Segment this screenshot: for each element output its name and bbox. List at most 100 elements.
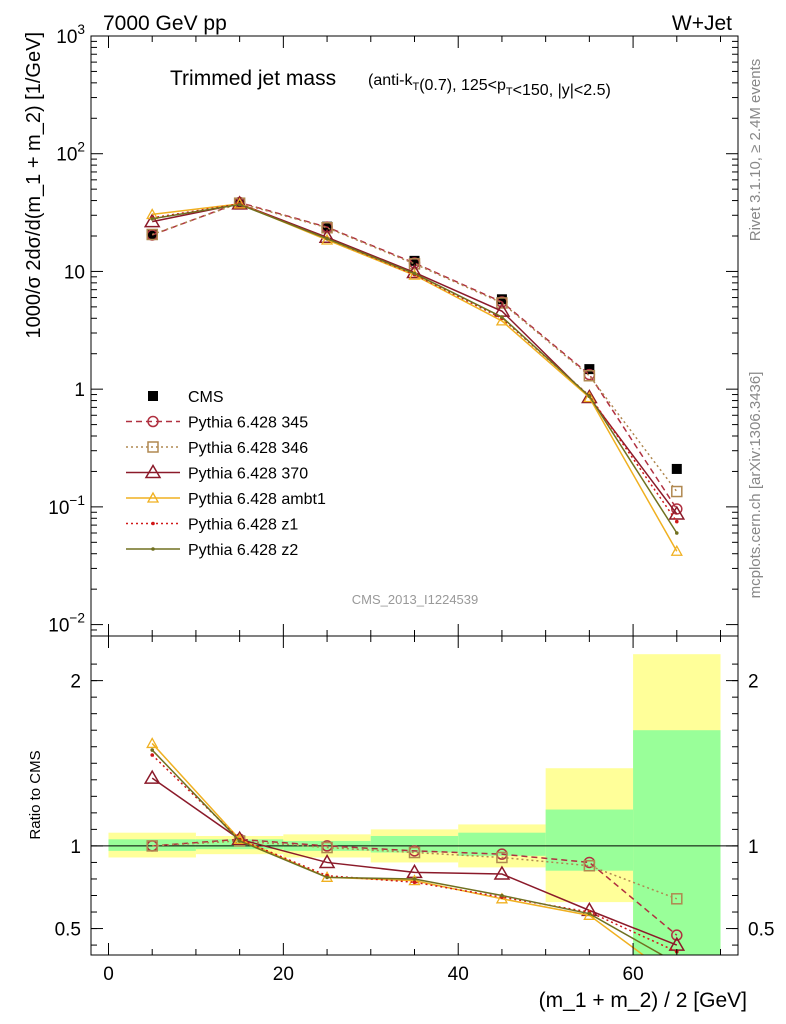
x-tick-label: 40 [448, 964, 469, 985]
main-point [143, 213, 161, 228]
ratio-point [318, 853, 336, 869]
ratio-point [500, 893, 504, 898]
watermark: CMS_2013_I1224539 [352, 592, 479, 607]
main-point [674, 531, 679, 535]
legend-entry-3: Pythia 6.428 370 [126, 464, 308, 483]
legend-marker [151, 521, 155, 526]
mcplots-label: mcplots.cern.ch [arXiv:1306.3436] [747, 372, 764, 599]
main-series-0 [147, 199, 682, 474]
main-point [146, 228, 158, 241]
ratio-point [150, 748, 155, 752]
y-tick-label: 1 [74, 380, 85, 401]
ratio-y-tick-label: 1 [70, 837, 81, 858]
x-tick-label: 0 [103, 964, 114, 985]
legend-label: Pythia 6.428 z2 [188, 542, 298, 559]
ratio-y-tick-label: 2 [70, 672, 81, 693]
main-point [150, 216, 155, 221]
main-point [671, 485, 683, 498]
ratio-point [408, 846, 421, 859]
chart-subtitle: (anti-kT(0.7), 125<pT<150, |y|<2.5) [368, 72, 611, 99]
y-tick-label: 10−1 [48, 493, 85, 519]
main-point [500, 315, 504, 319]
ratio-point [325, 875, 329, 880]
ratio-y-tick-label: 0.5 [55, 920, 81, 941]
band-inner-5 [545, 809, 634, 871]
main-point [325, 236, 329, 241]
main-point [581, 388, 598, 404]
ratio-line-0 [152, 838, 678, 936]
y-axis-label-ratio: Ratio to CMS [27, 750, 44, 839]
ratio-series-layer [143, 737, 686, 955]
legend: CMS Pythia 6.428 345 Pythia 6.428 346 Pythi… [126, 389, 326, 559]
ratio-point [412, 880, 417, 885]
legend-label: Pythia 6.428 ambt1 [188, 491, 326, 508]
band-inner-3 [370, 835, 459, 853]
ratio-point [146, 737, 159, 749]
main-point [674, 519, 679, 524]
legend-entry-2: Pythia 6.428 346 [126, 440, 308, 457]
main-point [668, 505, 686, 520]
ratio-point [496, 851, 508, 864]
main-point [233, 197, 246, 209]
legend-label: Pythia 6.428 346 [188, 440, 308, 457]
x-axis-label: (m_1 + m_2) / 2 [GeV] [539, 989, 747, 1012]
ratio-point [150, 753, 155, 757]
ratio-series-5 [150, 748, 664, 955]
legend-cms-marker [148, 391, 158, 401]
cms-point [671, 463, 682, 474]
ratio-point [412, 877, 417, 881]
legend-entry-1: Pythia 6.428 345 [126, 415, 308, 432]
main-point [237, 202, 242, 207]
ratio-point [671, 893, 683, 905]
cms-point [496, 294, 507, 305]
legend-marker [146, 491, 160, 503]
legend-label: CMS [188, 389, 224, 406]
legend-label: Pythia 6.428 345 [188, 415, 308, 432]
y-tick-label: 10 [64, 262, 85, 283]
legend-marker [144, 464, 162, 479]
main-point [587, 394, 592, 399]
ratio-point [587, 911, 592, 916]
main-point [583, 369, 596, 382]
legend-entry-6: Pythia 6.428 z2 [126, 542, 298, 559]
ratio-point [237, 839, 242, 843]
main-point [412, 271, 417, 276]
main-point [318, 228, 336, 244]
legend-label: Pythia 6.428 370 [188, 466, 308, 483]
y-tick-label: 102 [56, 140, 85, 166]
y-tick-label: 10−2 [48, 611, 85, 637]
legend-label: Pythia 6.428 z1 [188, 517, 298, 534]
legend-entry-0: CMS [148, 389, 224, 406]
ratio-y-tick-label-right: 0.5 [748, 920, 774, 941]
chart-title: Trimmed jet mass [170, 67, 336, 90]
ratio-point [583, 859, 596, 872]
legend-entry-4: Pythia 6.428 ambt1 [126, 491, 326, 508]
band-inner-4 [458, 832, 546, 856]
legend-marker [147, 415, 159, 428]
legend-entry-5: Pythia 6.428 z1 [126, 517, 298, 534]
header-left: 7000 GeV pp [103, 12, 227, 35]
main-line-1 [151, 201, 678, 510]
cms-point [409, 255, 420, 266]
x-tick-label: 60 [623, 964, 644, 985]
ratio-point [146, 840, 158, 852]
legend-marker [147, 441, 159, 453]
y-axis-label-main: 1000/σ 2dσ/d(m_1 + m_2) [1/GeV] [23, 32, 45, 339]
legend-marker [151, 547, 155, 551]
main-series-layer [143, 195, 686, 556]
rivet-label: Rivet 3.1.10, ≥ 2.4M events [747, 59, 764, 242]
ratio-point [321, 841, 333, 854]
x-tick-label: 20 [273, 964, 294, 985]
main-point [495, 314, 509, 326]
ratio-y-tick-label-right: 2 [748, 672, 759, 693]
ratio-point [671, 929, 683, 941]
main-point [231, 195, 248, 210]
main-point [583, 391, 596, 403]
ratio-point [493, 865, 511, 880]
band-inner-0 [108, 839, 196, 851]
main-point [321, 222, 333, 234]
main-line-6 [152, 203, 678, 534]
band-inner-6 [633, 730, 721, 955]
main-point [670, 544, 683, 556]
